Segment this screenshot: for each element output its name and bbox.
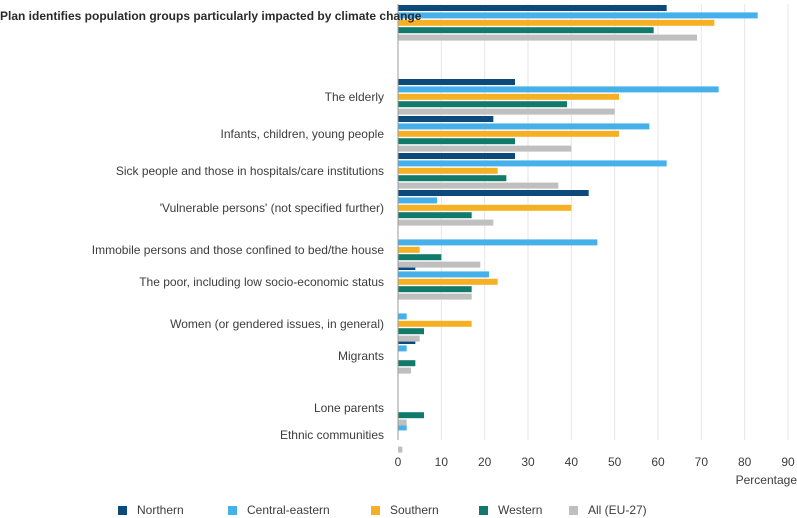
- category-label: Ethnic communities: [280, 428, 384, 442]
- category-label: Women (or gendered issues, in general): [170, 317, 384, 331]
- category-label: Sick people and those in hospitals/care …: [116, 164, 384, 178]
- x-tick-label: 10: [435, 455, 449, 469]
- bar-western: [398, 254, 442, 261]
- legend-item-western: Western: [479, 503, 569, 517]
- bar-central-eastern: [398, 12, 758, 19]
- legend-item-central-eastern: Central-eastern: [228, 503, 371, 517]
- bar-northern: [398, 116, 494, 122]
- legend-label: Northern: [137, 503, 184, 517]
- legend-swatch: [479, 505, 488, 515]
- bar-southern: [398, 246, 420, 253]
- category-label: Migrants: [338, 349, 384, 363]
- bar-western: [398, 138, 515, 145]
- bar-southern: [398, 320, 472, 327]
- bar-all-eu-27-: [398, 335, 420, 342]
- legend-label: Southern: [390, 503, 439, 517]
- bar-central-eastern: [398, 197, 437, 204]
- bar-western: [398, 328, 424, 335]
- x-tick-label: 0: [395, 455, 402, 469]
- bar-central-eastern: [398, 424, 407, 431]
- bar-all-eu-27-: [398, 293, 472, 300]
- gridlines: [440, 4, 789, 440]
- bar-western: [398, 412, 424, 419]
- bar-central-eastern: [398, 345, 407, 352]
- bar-central-eastern: [398, 160, 667, 167]
- legend: Northern Central-eastern Southern Western Al…: [118, 503, 659, 517]
- bar-all-eu-27-: [398, 261, 481, 268]
- bar-southern: [398, 278, 498, 285]
- bar-central-eastern: [398, 239, 598, 246]
- legend-swatch: [118, 505, 127, 515]
- bar-western: [398, 101, 567, 108]
- x-tick-label: 70: [695, 455, 709, 469]
- bar-western: [398, 27, 654, 34]
- bar-southern: [398, 130, 619, 137]
- bar-all-eu-27-: [398, 34, 697, 41]
- x-tick-labels: 0 10 20 30 40 50 60 70 80 90: [395, 455, 795, 469]
- bar-southern: [398, 167, 498, 174]
- bar-southern: [398, 204, 572, 211]
- x-tick-label: 30: [521, 455, 535, 469]
- legend-label: Western: [498, 503, 543, 517]
- x-tick-label: 90: [781, 455, 795, 469]
- bar-western: [398, 286, 472, 293]
- legend-swatch: [371, 505, 380, 515]
- legend-swatch: [228, 505, 237, 515]
- legend-item-northern: Northern: [118, 503, 228, 517]
- bar-central-eastern: [398, 123, 650, 130]
- bar-central-eastern: [398, 86, 719, 93]
- bar-all-eu-27-: [398, 419, 407, 426]
- category-label: Infants, children, young people: [221, 127, 385, 141]
- x-axis-title: Percentage: [736, 473, 797, 487]
- bar-central-eastern: [398, 271, 489, 278]
- bar-southern: [398, 93, 619, 100]
- x-tick-label: 20: [478, 455, 492, 469]
- bar-northern: [398, 190, 589, 196]
- legend-label: All (EU-27): [588, 503, 647, 517]
- x-tick-label: 60: [651, 455, 665, 469]
- legend-swatch: [569, 505, 578, 515]
- bar-all-eu-27-: [398, 182, 559, 189]
- bar-southern: [398, 19, 715, 26]
- bar-northern: [398, 5, 667, 11]
- bar-all-eu-27-: [398, 219, 494, 226]
- bar-all-eu-27-: [398, 108, 615, 115]
- bar-central-eastern: [398, 313, 407, 320]
- legend-item-all-eu-27-: All (EU-27): [569, 503, 659, 517]
- category-label: Lone parents: [314, 401, 384, 415]
- bar-all-eu-27-: [398, 145, 572, 152]
- bar-chart: Plan identifies population groups partic…: [0, 4, 797, 487]
- x-tick-label: 50: [608, 455, 622, 469]
- bar-western: [398, 360, 416, 367]
- legend-label: Central-eastern: [247, 503, 330, 517]
- bar-northern: [398, 79, 515, 85]
- category-label: 'Vulnerable persons' (not specified furt…: [160, 201, 384, 215]
- category-label: The elderly: [325, 90, 384, 104]
- bar-western: [398, 212, 472, 219]
- category-label: The poor, including low socio-economic s…: [139, 275, 384, 289]
- bar-all-eu-27-: [398, 367, 411, 374]
- bar-western: [398, 175, 507, 182]
- legend-item-southern: Southern: [371, 503, 479, 517]
- bars: [398, 5, 758, 453]
- x-tick-label: 80: [738, 455, 752, 469]
- bar-northern: [398, 153, 515, 159]
- category-label: Immobile persons and those confined to b…: [92, 243, 385, 257]
- bar-all-eu-27-: [398, 446, 403, 453]
- category-label: Plan identifies population groups partic…: [0, 9, 422, 23]
- category-labels: Plan identifies population groups partic…: [0, 9, 422, 442]
- x-tick-label: 40: [565, 455, 579, 469]
